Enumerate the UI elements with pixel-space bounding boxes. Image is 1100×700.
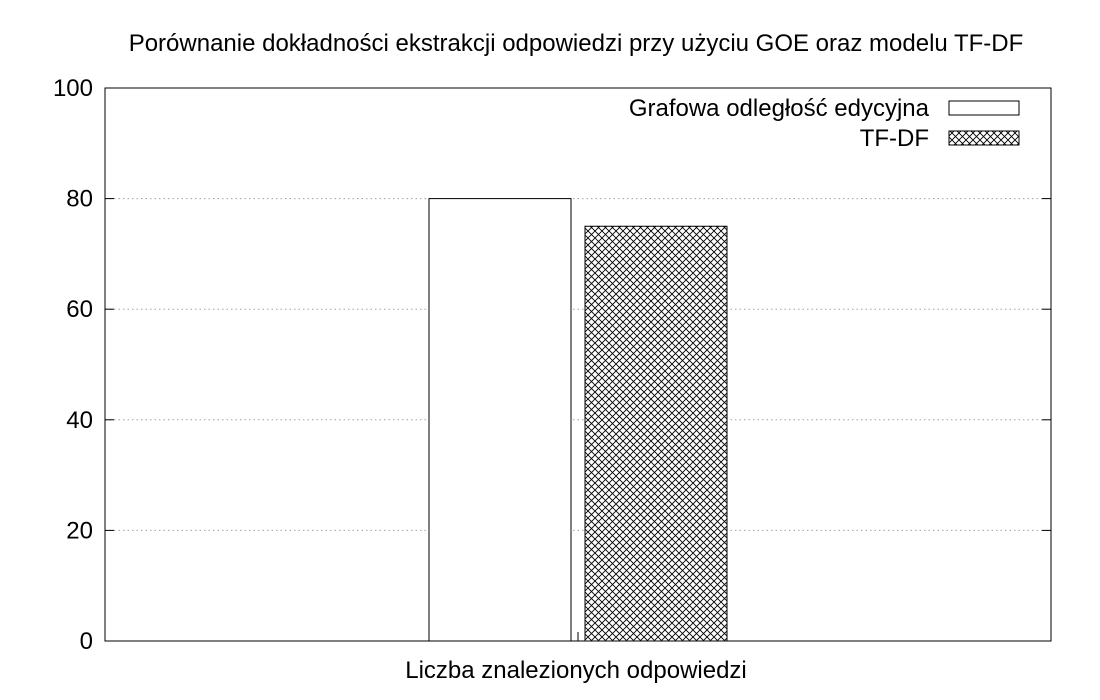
legend-swatch: [948, 130, 1020, 146]
legend-swatch: [948, 100, 1020, 116]
x-axis-label: Liczba znalezionych odpowiedzi: [405, 657, 747, 684]
y-tick-label: 60: [66, 296, 93, 323]
legend: Grafowa odległość edycyjna TF-DF: [629, 95, 1020, 152]
plot-frame: [104, 87, 1052, 642]
chart-title: Porównanie dokładności ekstrakcji odpowi…: [129, 30, 1024, 57]
legend-label: TF-DF: [860, 125, 929, 152]
y-tick-label: 100: [53, 75, 93, 102]
y-tick-label: 80: [66, 186, 93, 213]
y-tick-label: 0: [80, 628, 93, 655]
y-axis-ticks: 0 20 40 60 80 100: [53, 75, 1051, 655]
bar-goe: [428, 198, 572, 642]
bar-tf-df: [584, 225, 728, 642]
y-tick-label: 20: [66, 517, 93, 544]
grid-lines: [105, 198, 1051, 531]
y-tick-label: 40: [66, 407, 93, 434]
legend-label: Grafowa odległość edycyjna: [629, 95, 930, 122]
